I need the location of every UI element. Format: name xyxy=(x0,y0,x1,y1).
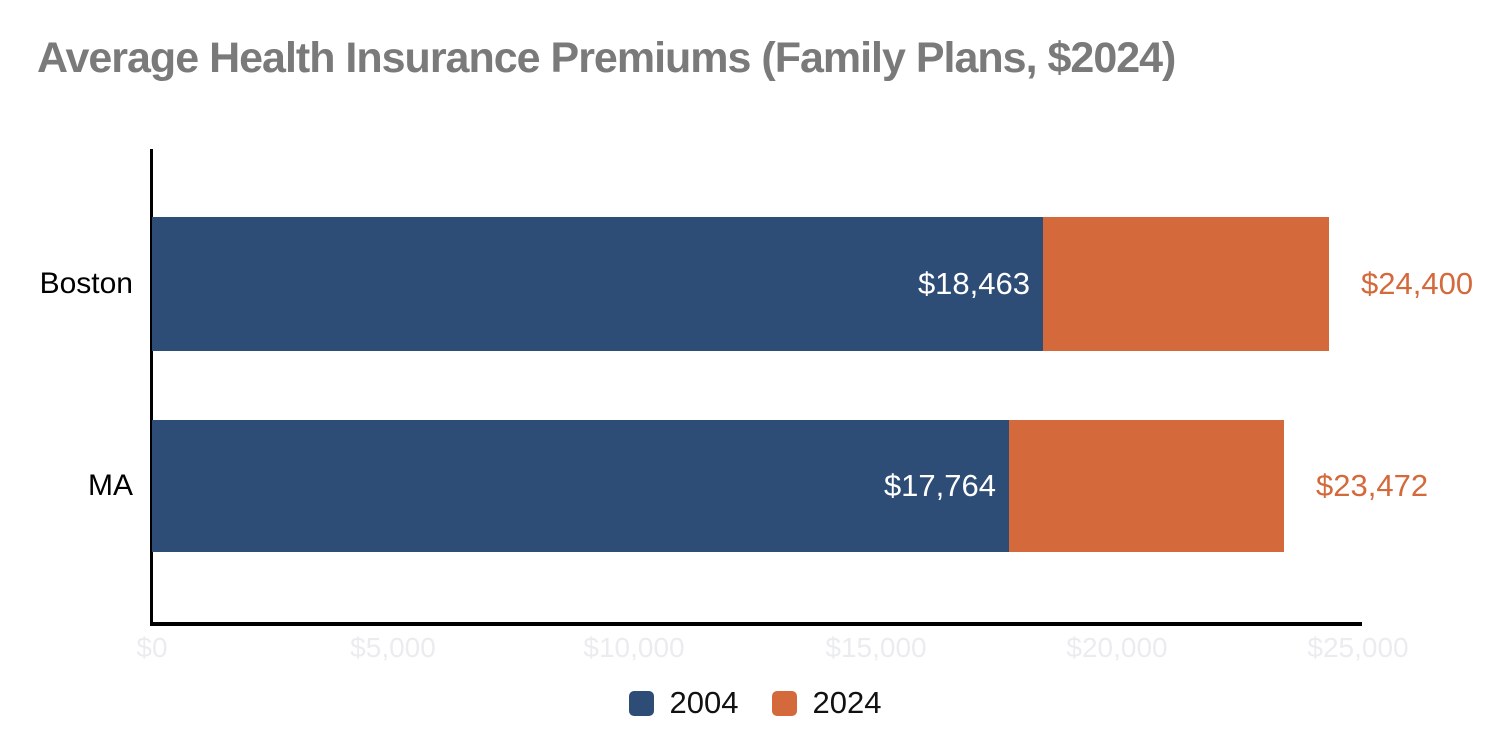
y-axis-category-label-ma: MA xyxy=(88,469,133,502)
x-tick-label-15000: $15,000 xyxy=(825,632,927,663)
legend: 2004 2024 xyxy=(0,685,1510,721)
bar-value-label-2004-boston: $18,463 xyxy=(917,266,1030,301)
y-axis-line xyxy=(150,149,153,626)
x-tick-label-25000: $25,000 xyxy=(1307,632,1409,663)
legend-swatch-2024-icon xyxy=(771,690,797,716)
legend-item-2004[interactable]: 2004 xyxy=(628,685,739,721)
legend-item-2024[interactable]: 2024 xyxy=(771,685,882,721)
x-tick-label-10000: $10,000 xyxy=(583,632,685,663)
legend-label-2004: 2004 xyxy=(669,685,739,720)
bar-2004-ma[interactable]: $17,764 xyxy=(152,420,1009,552)
legend-swatch-2004-icon xyxy=(628,690,654,716)
bar-2004-boston[interactable]: $18,463 xyxy=(152,217,1043,351)
bar-value-label-2024-ma: $23,472 xyxy=(1316,468,1429,503)
bar-value-label-2004-ma: $17,764 xyxy=(883,468,996,503)
x-tick-label-5000: $5,000 xyxy=(350,632,436,663)
legend-label-2024: 2024 xyxy=(812,685,882,720)
x-axis-line xyxy=(150,622,1362,626)
bar-value-label-2024-boston: $24,400 xyxy=(1361,266,1474,301)
x-tick-label-20000: $20,000 xyxy=(1066,632,1168,663)
chart-title: Average Health Insurance Premiums (Famil… xyxy=(37,34,1176,82)
y-axis-category-label-boston: Boston xyxy=(39,267,133,300)
x-tick-label-0: $0 xyxy=(136,632,168,663)
